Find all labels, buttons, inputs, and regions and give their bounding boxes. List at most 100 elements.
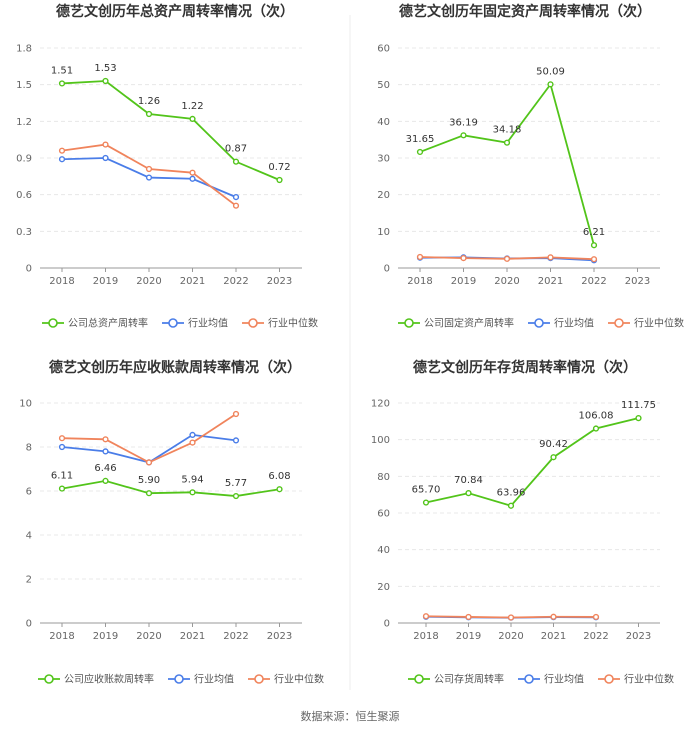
chart-panel-4: 德艺文创历年存货周转率情况（次） 0 20 40 60 80 100 120 2018 2019 2…: [371, 359, 674, 686]
data-point: [590, 242, 598, 249]
x-tick-label: 2019: [451, 276, 476, 287]
data-label: 6.46: [94, 463, 116, 474]
data-point: [58, 80, 66, 87]
y-tick-label: 20: [377, 582, 390, 593]
x-tick-label: 2023: [267, 631, 292, 642]
series-line-industry-median: [61, 413, 237, 464]
legend-item-industry-avg[interactable]: 行业均值: [162, 317, 228, 330]
legend-item-industry-median[interactable]: 行业中位数: [598, 673, 674, 686]
legend-marker-icon: [414, 674, 424, 684]
data-label: 0.72: [268, 162, 290, 173]
chart-panel-2: 德艺文创历年固定资产周转率情况（次） 0 10 20 30 40 50 60 2018 2019 2…: [377, 3, 684, 330]
data-point: [145, 459, 153, 466]
legend-label: 行业中位数: [268, 317, 318, 330]
legend-label: 行业均值: [194, 673, 234, 686]
series-industry-avg: [58, 154, 240, 201]
data-point: [102, 154, 109, 162]
data-label: 50.09: [536, 66, 565, 77]
data-label: 6.21: [583, 227, 605, 238]
data-point: [507, 502, 515, 509]
x-tick-label: 2019: [93, 276, 118, 287]
x-tick-label: 2018: [49, 276, 74, 287]
legend-item-industry-avg[interactable]: 行业均值: [528, 317, 594, 330]
data-label: 63.96: [497, 488, 526, 499]
y-tick-label: 0: [26, 619, 32, 630]
series-company: 65.70 70.84 63.96 90.42 106.08 111.75: [412, 400, 656, 509]
legend: 公司应收账款周转率 行业均值 行业中位数: [38, 673, 324, 686]
data-point: [592, 613, 600, 621]
x-tick-label: 2018: [407, 276, 432, 287]
legend-item-industry-median[interactable]: 行业中位数: [608, 317, 684, 330]
legend-item-company[interactable]: 公司总资产周转率: [42, 317, 148, 330]
data-label: 65.70: [412, 485, 441, 496]
y-tick-label: 8: [26, 443, 32, 454]
x-tick-label: 2021: [180, 631, 205, 642]
x-tick-label: 2023: [626, 631, 651, 642]
y-tick-label: 20: [377, 190, 390, 201]
data-point: [276, 486, 283, 493]
data-label: 70.84: [454, 475, 483, 486]
x-tick-label: 2019: [93, 631, 118, 642]
data-point: [189, 115, 196, 122]
series-line-company: [61, 80, 280, 181]
series-line-company: [61, 479, 280, 497]
data-label: 5.77: [225, 478, 247, 489]
legend-item-company[interactable]: 公司应收账款周转率: [38, 673, 154, 686]
x-tick-label: 2019: [456, 631, 481, 642]
x-tick-label: 2021: [538, 276, 563, 287]
data-point: [460, 132, 467, 139]
data-label: 31.65: [406, 134, 435, 145]
legend-marker-icon: [168, 318, 178, 328]
data-point: [189, 431, 196, 439]
data-label: 90.42: [539, 439, 568, 450]
y-tick-label: 0: [26, 264, 32, 275]
data-point: [102, 77, 109, 85]
legend-item-industry-avg[interactable]: 行业均值: [518, 673, 584, 686]
data-point: [547, 81, 554, 88]
data-point: [550, 613, 557, 620]
y-tick-label: 40: [377, 117, 390, 128]
chart-title: 德艺文创历年应收账款周转率情况（次）: [49, 359, 301, 376]
legend-item-company[interactable]: 公司固定资产周转率: [398, 317, 514, 330]
legend-marker-icon: [44, 674, 54, 684]
y-tick-label: 0.6: [16, 190, 32, 201]
y-tick-label: 10: [377, 227, 390, 238]
legend-item-industry-median[interactable]: 行业中位数: [242, 317, 318, 330]
data-label: 5.94: [181, 474, 203, 485]
data-point: [635, 415, 642, 422]
legend-label: 公司应收账款周转率: [64, 673, 154, 686]
data-point: [145, 174, 153, 181]
x-tick-label: 2018: [49, 631, 74, 642]
y-tick-label: 50: [377, 80, 390, 91]
legend-label: 行业中位数: [624, 673, 674, 686]
series-industry-median: [58, 141, 240, 209]
data-source-note: 数据来源：恒生聚源: [301, 709, 400, 723]
data-point: [232, 194, 240, 201]
series-industry-median: [58, 410, 240, 466]
x-tick-label: 2022: [223, 631, 248, 642]
data-point: [503, 139, 511, 146]
data-point: [58, 485, 66, 492]
legend-item-industry-avg[interactable]: 行业均值: [168, 673, 234, 686]
data-point: [58, 156, 66, 163]
x-tick-label: 2020: [498, 631, 523, 642]
data-label: 6.11: [51, 471, 73, 482]
legend-marker-icon: [404, 318, 414, 328]
legend-marker-icon: [174, 674, 184, 684]
y-tick-label: 1.8: [16, 44, 32, 55]
legend-item-company[interactable]: 公司存货周转率: [408, 673, 504, 686]
legend-label: 公司固定资产周转率: [424, 317, 514, 330]
data-point: [416, 253, 424, 261]
legend: 公司总资产周转率 行业均值 行业中位数: [42, 317, 318, 330]
y-tick-label: 1.2: [16, 117, 32, 128]
x-tick-label: 2021: [541, 631, 566, 642]
legend-item-industry-median[interactable]: 行业中位数: [248, 673, 324, 686]
x-tick-label: 2020: [136, 631, 161, 642]
y-tick-label: 120: [371, 399, 390, 410]
y-tick-label: 0: [384, 264, 390, 275]
series-company: 6.11 6.46 5.90 5.94 5.77 6.08: [51, 463, 291, 500]
y-tick-label: 60: [377, 44, 390, 55]
y-tick-label: 0: [384, 619, 390, 630]
data-point: [232, 410, 240, 418]
data-label: 111.75: [621, 400, 656, 411]
